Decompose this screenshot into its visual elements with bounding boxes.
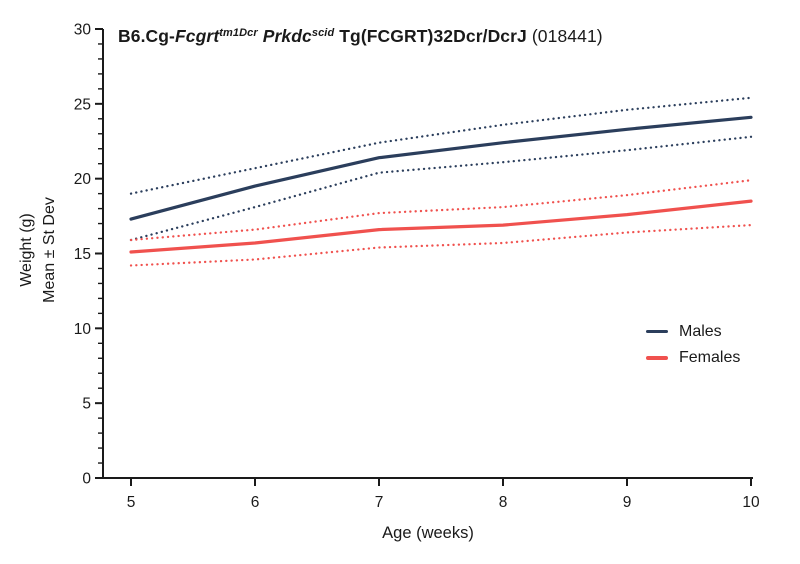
x-tick-label: 9 [623, 494, 632, 511]
legend: Males Females [646, 322, 740, 374]
x-tick-label: 8 [499, 494, 508, 511]
series-line-males [129, 115, 753, 221]
series-line-females [129, 199, 753, 254]
y-tick-label: 30 [74, 22, 92, 39]
y-tick-label: 5 [82, 396, 91, 413]
x-tick-label: 7 [375, 494, 384, 511]
series-line-females-sd [129, 179, 753, 242]
y-tick-label: 20 [74, 171, 92, 188]
chart-title-segment: tm1Dcr [219, 27, 258, 39]
series-line-males-sd [129, 135, 753, 242]
legend-label: Males [679, 323, 722, 340]
chart-title-segment: scid [311, 27, 335, 39]
y-tick-label: 0 [82, 471, 91, 488]
legend-label: Females [679, 349, 741, 367]
chart-title: B6.Cg-Fcgrttm1Dcr Prkdcscid Tg(FCGRT)32D… [118, 24, 603, 49]
x-tick-label: 10 [742, 494, 760, 511]
chart-title-segment: B6.Cg- [118, 26, 175, 46]
x-tick-label: 6 [251, 494, 260, 511]
y-tick-label: 10 [74, 321, 92, 338]
chart-title-segment: Prkdc [262, 26, 312, 46]
x-axis-label: Age (weeks) [382, 524, 474, 542]
y-axis-label-line1: Weight (g) [18, 213, 35, 287]
chart-title-segment: Fcgrt [175, 26, 220, 46]
x-tick-label: 5 [127, 494, 136, 511]
legend-item-females: Females [646, 348, 740, 367]
series-line-males-sd [129, 96, 753, 195]
legend-line-swatch [646, 329, 668, 334]
chart-title-segment: Tg(FCGRT)32Dcr/DcrJ [334, 26, 532, 46]
y-tick-label: 15 [74, 246, 91, 263]
y-axis-label-line2: Mean ± St Dev [41, 197, 58, 303]
legend-item-males: Males [646, 322, 740, 341]
chart-title-segment: (018441) [531, 26, 603, 46]
legend-line-swatch [646, 356, 668, 360]
y-tick-label: 25 [74, 96, 91, 113]
